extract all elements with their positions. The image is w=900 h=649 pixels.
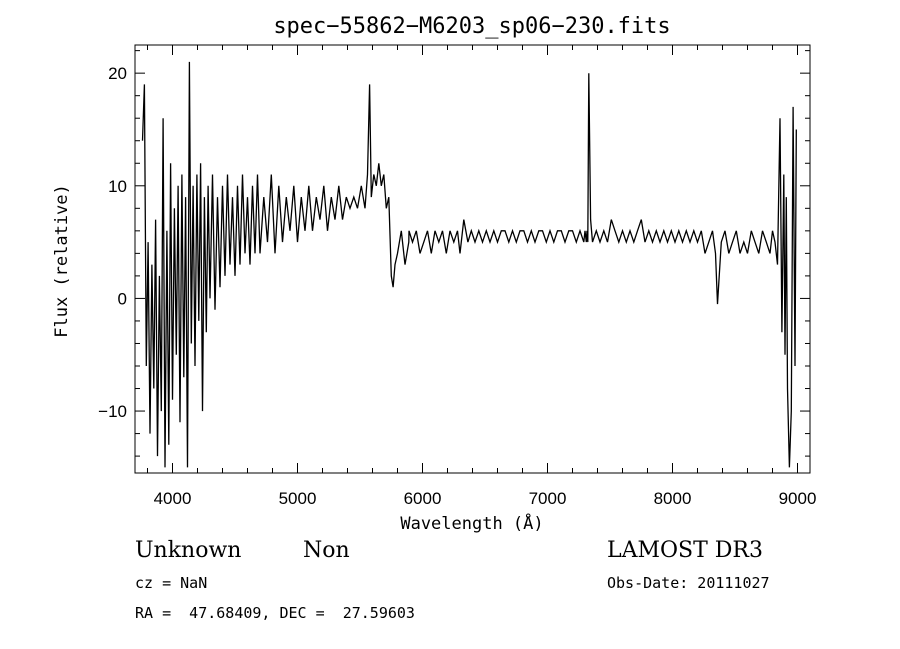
redshift-cz: cz = NaN	[135, 574, 208, 592]
x-tick-label: 9000	[779, 489, 817, 508]
y-axis-label: Flux (relative)	[52, 184, 72, 338]
observation-date: Obs-Date: 20111027	[607, 574, 770, 592]
x-tick-label: 8000	[654, 489, 692, 508]
object-class: Unknown	[135, 538, 242, 563]
spectrum-line-flux	[141, 61, 797, 468]
x-axis-label: Wavelength (Å)	[400, 512, 543, 534]
spectrum-series	[141, 61, 797, 468]
x-tick-label: 5000	[279, 489, 317, 508]
axis-ticks	[135, 45, 810, 473]
y-tick-label: 20	[108, 64, 127, 83]
object-subclass: Non	[303, 538, 350, 563]
x-tick-label: 4000	[154, 489, 192, 508]
x-tick-label: 6000	[404, 489, 442, 508]
survey-name: LAMOST DR3	[607, 538, 763, 563]
plot-frame	[134, 44, 811, 474]
y-tick-label: −10	[98, 402, 127, 421]
ra-dec-coordinates: RA = 47.68409, DEC = 27.59603	[135, 604, 415, 622]
chart-title: spec−55862−M6203_sp06−230.fits	[273, 14, 670, 39]
x-tick-label: 7000	[529, 489, 567, 508]
tick-labels: 4000 5000 6000 7000 8000 9000 −10 0 10 20	[98, 64, 816, 508]
y-tick-label: 10	[108, 177, 127, 196]
plot-area-border	[134, 44, 811, 474]
y-tick-label: 0	[118, 289, 127, 308]
